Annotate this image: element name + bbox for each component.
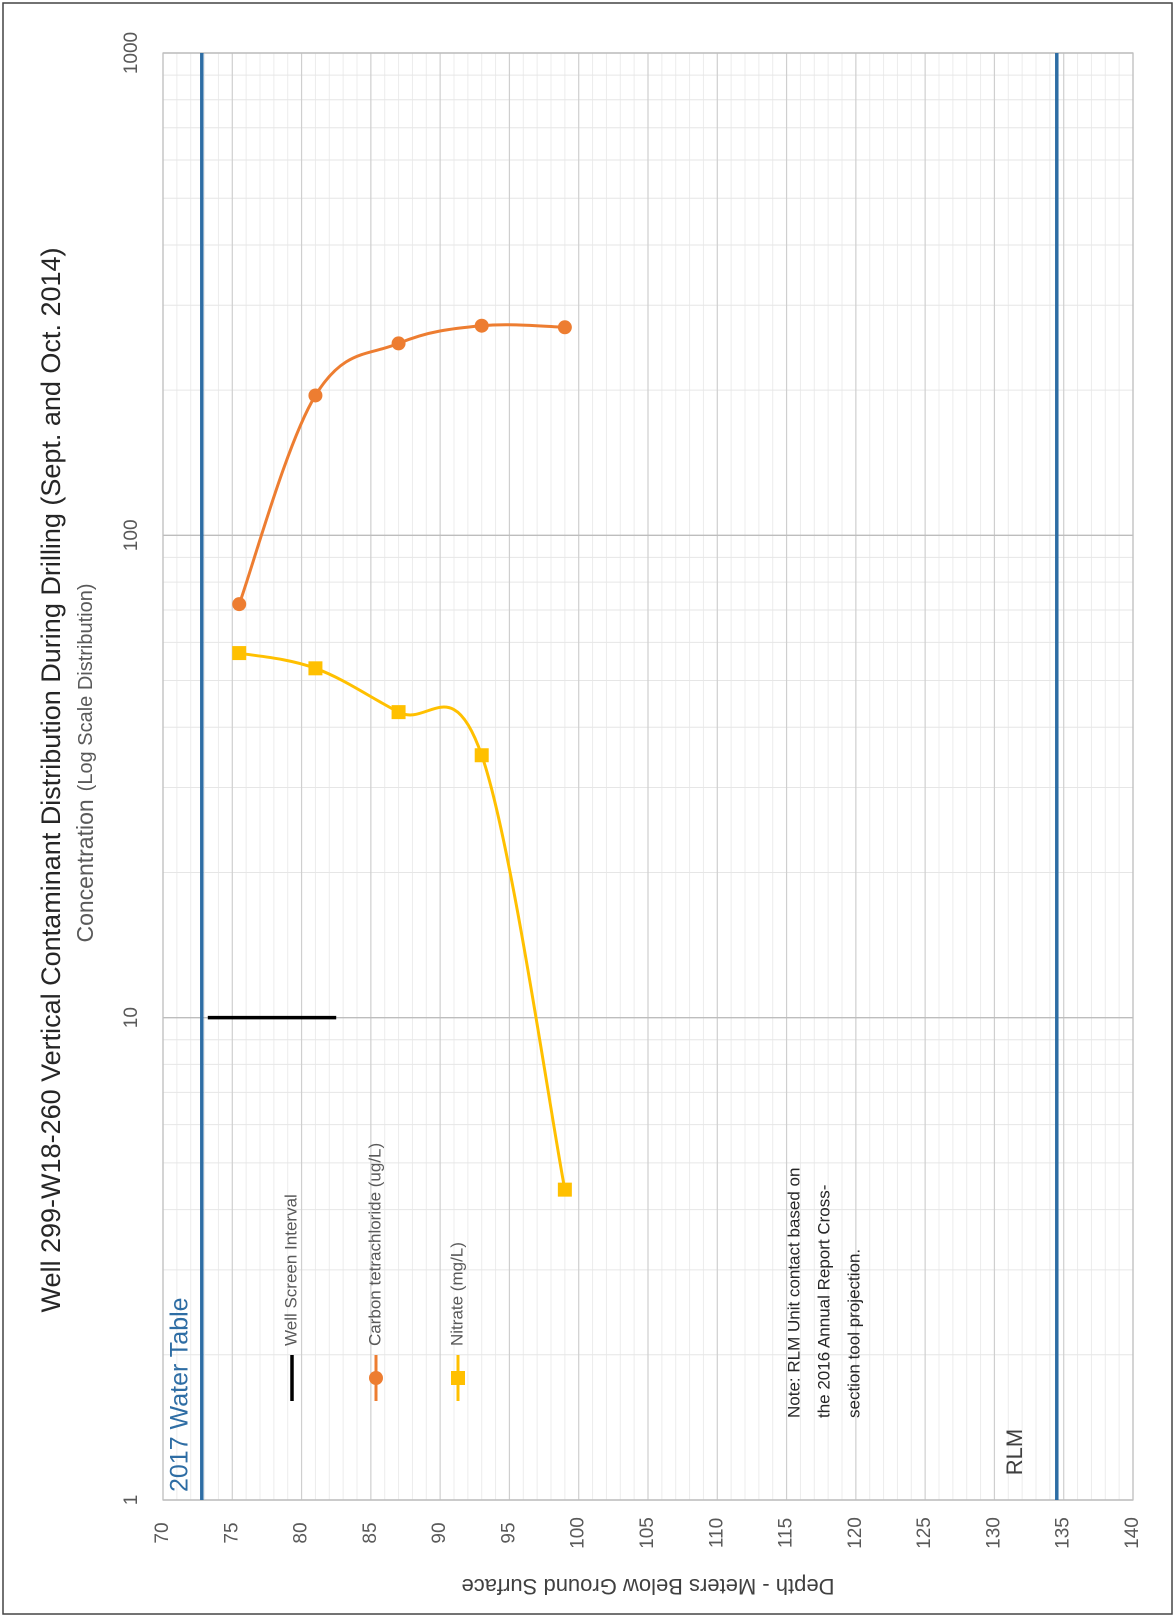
carbon-tetrachloride-data-point [474,318,489,333]
legend-label-carbon-tetrachloride: Carbon tetrachloride (ug/L) [365,1143,384,1346]
x-tick-label: 120 [845,1517,866,1549]
reference-lines [200,53,1059,1500]
subtitle-concentration: Concentration [72,799,98,942]
x-tick-label: 105 [637,1517,658,1549]
legend-label-nitrate: Nitrate (mg/L) [447,1242,466,1346]
carbon-tetrachloride-data-point [557,320,572,335]
carbon-tetrachloride-data-point [232,597,247,612]
chart-subtitle: Concentration (Log Scale Distribution) [72,583,98,942]
note-line: section tool projection. [844,1249,863,1418]
carbon-tetrachloride-data-point [308,388,323,403]
x-tick-label: 115 [776,1518,797,1548]
subtitle-log-scale: (Log Scale Distribution) [75,583,97,791]
x-tick-label: 140 [1122,1517,1143,1549]
legend-marker-nitrate [451,1371,465,1385]
note-line: the 2016 Annual Report Cross- [814,1185,833,1418]
x-tick-label: 135 [1053,1517,1074,1549]
x-axis-title: Depth - Meters Below Ground Surface [462,1574,835,1599]
y-tick-label: 10 [121,1007,142,1028]
series-layer [232,318,572,1197]
y-tick-label: 1000 [121,32,142,74]
nitrate-data-point [232,646,247,661]
x-tick-label: 75 [221,1522,242,1543]
x-tick-label: 95 [498,1522,519,1543]
water-table-label: 2017 Water Table [166,1297,194,1492]
x-tick-label: 100 [568,1517,589,1549]
note-line: Note: RLM Unit contact based on [784,1168,803,1418]
x-tick-label: 125 [914,1517,935,1549]
nitrate-data-point [557,1182,572,1197]
carbon-tetrachloride-data-point [391,336,406,351]
chart-title: Well 299-W18-260 Vertical Contaminant Di… [36,248,66,1313]
legend-marker-carbon-tetrachloride [369,1371,383,1385]
y-tick-label: 100 [121,519,142,551]
x-tick-label: 110 [706,1518,727,1548]
y-tick-label: 1 [121,1495,142,1506]
legend-label-well-screen: Well Screen Interval [281,1194,300,1346]
carbon-tetrachloride-series-line [237,323,565,605]
nitrate-data-point [391,705,406,720]
x-tick-label: 80 [291,1522,312,1543]
text-layer: 70 75 80 85 90 95 100 105 110 115 120 125 130 135 1401… [36,32,1143,1599]
nitrate-data-point [308,661,323,676]
rlm-label: RLM [1002,1429,1027,1475]
x-tick-label: 85 [360,1522,381,1543]
x-tick-label: 90 [429,1522,450,1543]
plot-area-border [162,52,1134,1501]
nitrate-data-point [474,748,489,763]
x-tick-label: 130 [983,1517,1004,1549]
x-tick-label: 70 [152,1522,173,1543]
